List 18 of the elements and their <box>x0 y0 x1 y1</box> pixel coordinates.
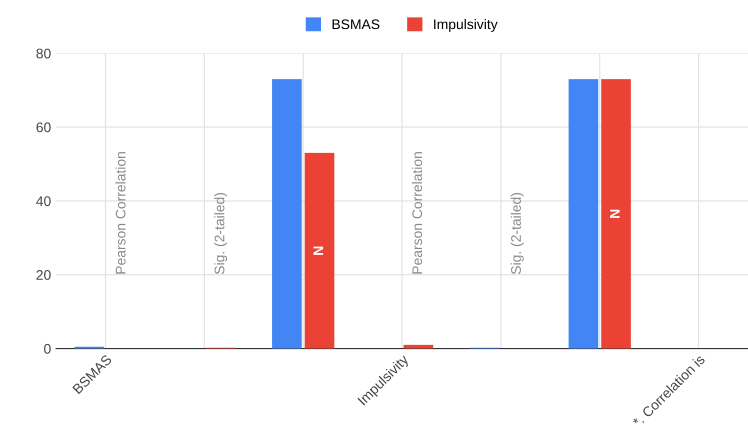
bar <box>304 152 334 349</box>
y-tick-label: 20 <box>36 270 51 280</box>
annotation: Sig. (2-tailed) <box>214 192 228 274</box>
annotation: Pearson Correlation <box>412 152 422 274</box>
annotation: N <box>610 210 620 218</box>
annotation: Sig. (2-tailed) <box>510 192 524 274</box>
legend-label: BSMAS <box>332 19 380 30</box>
bar <box>404 344 434 349</box>
y-tick-label: 60 <box>36 122 51 132</box>
bar <box>601 79 631 349</box>
annotation: N <box>314 246 324 255</box>
bar <box>272 79 302 349</box>
y-tick-label: 0 <box>44 344 51 354</box>
legend-label: Impulsivity <box>434 18 498 32</box>
y-tick-label: 80 <box>36 48 51 58</box>
bar <box>568 79 598 349</box>
y-tick-label: 40 <box>36 196 51 206</box>
annotation: Pearson Correlation <box>115 152 126 274</box>
